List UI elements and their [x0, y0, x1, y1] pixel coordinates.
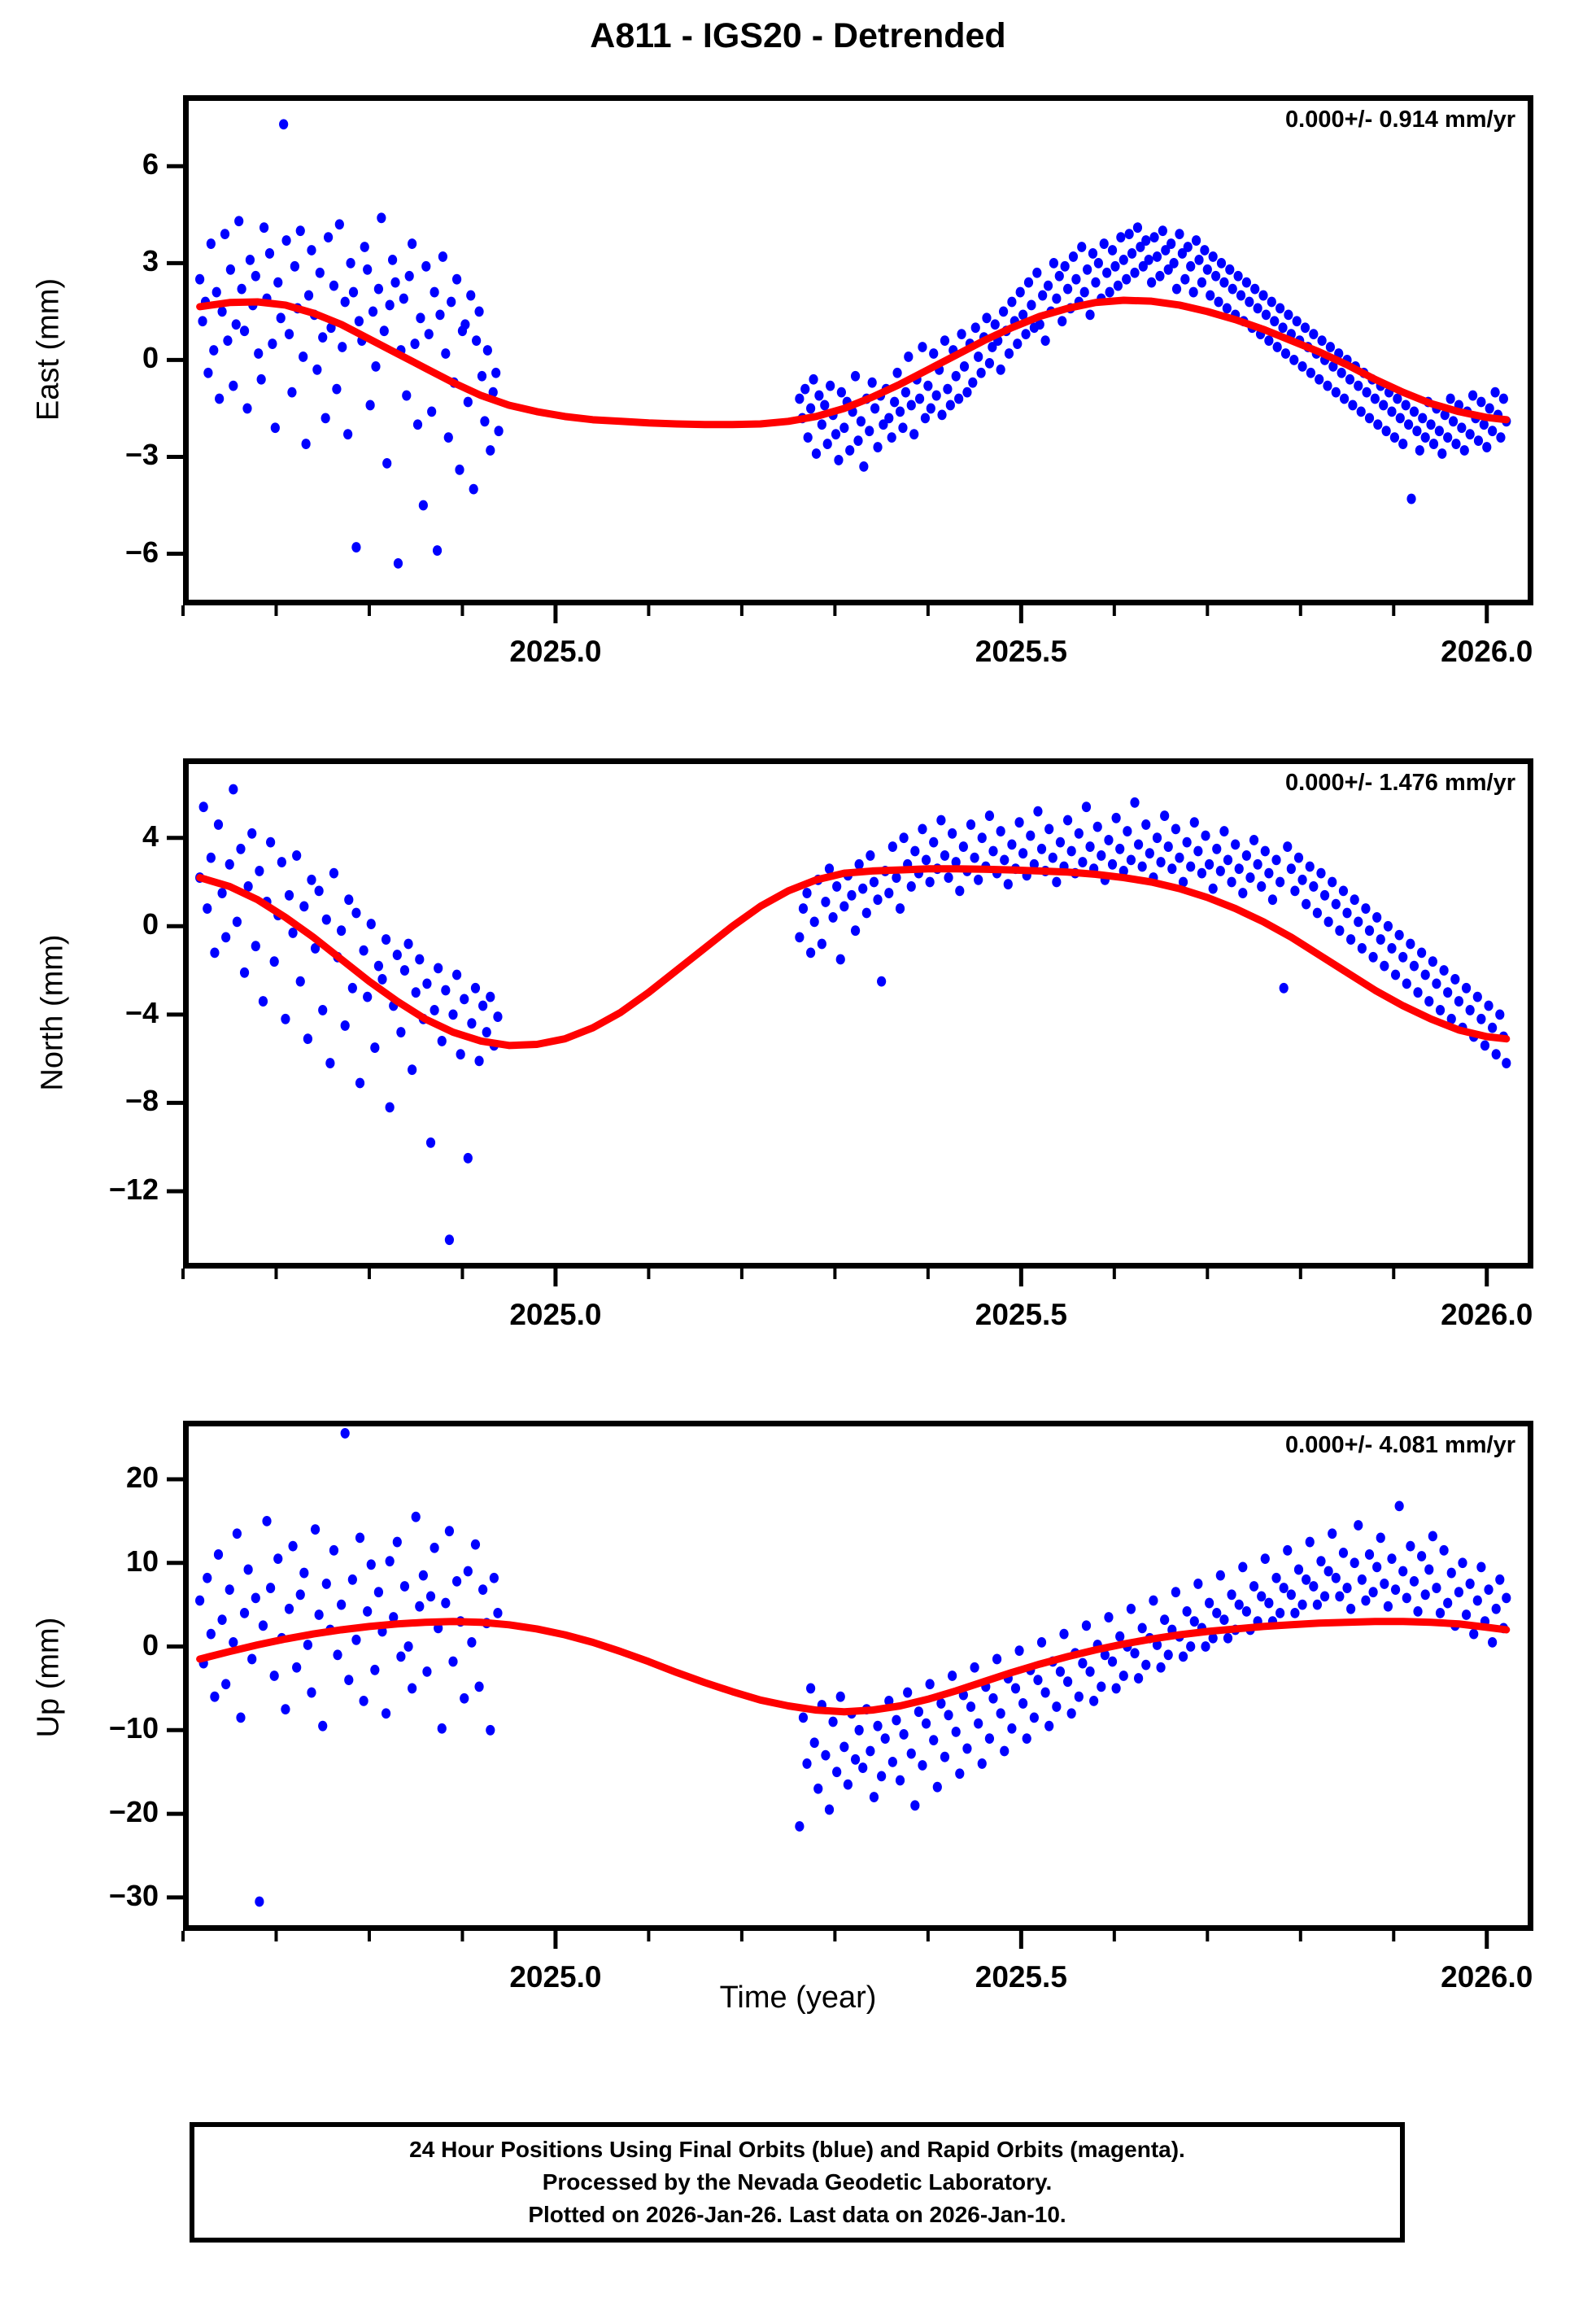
- ytick-label-north-0: 4: [142, 819, 159, 853]
- footer-line-1: 24 Hour Positions Using Final Orbits (bl…: [409, 2137, 1185, 2163]
- ticks-north: [167, 836, 1489, 1286]
- xtick-label-east-1: 2025.5: [975, 635, 1067, 668]
- panel-north-plot-area: [167, 784, 1511, 1286]
- panel-east: 0.000+/- 0.914 mm/yr: [167, 95, 1533, 623]
- ytick-label-up-2: 0: [142, 1627, 159, 1662]
- panel-up-rate-annotation: 0.000+/- 4.081 mm/yr: [1285, 1432, 1515, 1458]
- panel-north-rate-annotation: 0.000+/- 1.476 mm/yr: [1285, 770, 1515, 796]
- panel-east-rate-annotation: 0.000+/- 0.914 mm/yr: [1285, 107, 1515, 133]
- panel-up-plot-area: [167, 1428, 1511, 1949]
- footer-line-3: Plotted on 2026-Jan-26. Last data on 202…: [528, 2201, 1066, 2227]
- data-points-north: [195, 784, 1511, 1246]
- ytick-label-up-4: −20: [108, 1795, 159, 1829]
- xtick-label-north-0: 2025.0: [509, 1298, 602, 1331]
- ytick-label-north-2: −4: [124, 995, 159, 1029]
- panel-east-axis-label: East (mm): [31, 277, 66, 421]
- ytick-label-north-1: 0: [142, 907, 159, 941]
- ticks-east: [167, 164, 1489, 623]
- xtick-label-up-1: 2025.5: [975, 1960, 1067, 1994]
- xtick-label-north-2: 2026.0: [1441, 1298, 1533, 1331]
- panel-up-frame: [183, 1421, 1533, 1931]
- ytick-label-east-4: −6: [124, 535, 159, 569]
- panel-east-plot-area: [167, 119, 1511, 623]
- x-axis-label: Time (year): [719, 1981, 877, 2015]
- ytick-label-up-3: −10: [108, 1711, 159, 1745]
- ticks-up: [167, 1477, 1489, 1949]
- xtick-label-up-2: 2026.0: [1441, 1960, 1533, 1994]
- xtick-label-east-2: 2026.0: [1441, 635, 1533, 668]
- trend-line-up: [196, 1618, 1511, 1716]
- ytick-label-east-3: −3: [124, 438, 159, 472]
- ytick-label-up-5: −30: [108, 1878, 159, 1912]
- xtick-label-up-0: 2025.0: [509, 1960, 602, 1994]
- panel-north-frame: [183, 758, 1533, 1269]
- panel-up-axis-label: Up (mm): [31, 1617, 66, 1738]
- trend-line-north: [196, 865, 1511, 1050]
- panel-north: 0.000+/- 1.476 mm/yr: [167, 758, 1533, 1286]
- ytick-label-east-2: 0: [142, 341, 159, 375]
- xtick-label-north-1: 2025.5: [975, 1298, 1067, 1331]
- footer-line-2: Processed by the Nevada Geodetic Laborat…: [542, 2169, 1053, 2195]
- panel-up: 0.000+/- 4.081 mm/yr: [167, 1421, 1533, 1949]
- page-title: A811 - IGS20 - Detrended: [590, 16, 1006, 55]
- trend-line-east: [196, 296, 1511, 429]
- ytick-label-north-3: −8: [124, 1084, 159, 1118]
- ytick-label-east-1: 3: [142, 244, 159, 278]
- ytick-label-east-0: 6: [142, 147, 159, 181]
- data-points-east: [195, 119, 1511, 569]
- xtick-label-east-0: 2025.0: [509, 635, 602, 668]
- ytick-label-up-0: 20: [125, 1460, 159, 1494]
- data-points-up: [195, 1428, 1511, 1907]
- footer-box: 24 Hour Positions Using Final Orbits (bl…: [190, 2122, 1405, 2243]
- ytick-label-north-4: −12: [108, 1173, 159, 1206]
- ytick-label-up-1: 10: [125, 1544, 159, 1578]
- panel-north-axis-label: North (mm): [35, 934, 70, 1091]
